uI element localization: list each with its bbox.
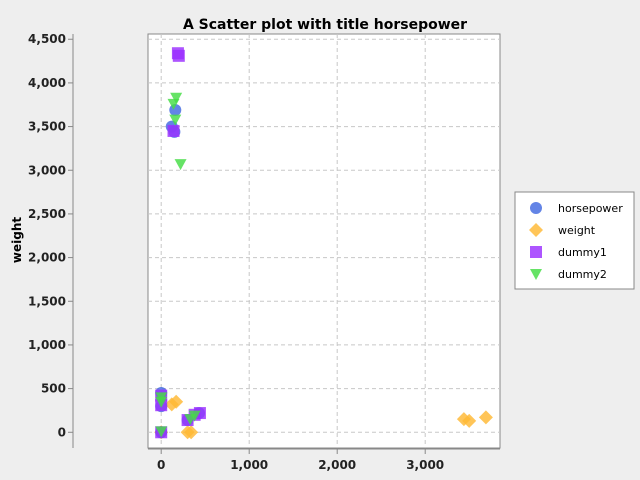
y-tick-label: 1,500 xyxy=(28,294,66,308)
weight-point xyxy=(184,425,199,440)
y-tick-label: 3,000 xyxy=(28,163,66,177)
legend-marker-weight xyxy=(529,223,543,237)
legend-label-horsepower: horsepower xyxy=(558,202,623,215)
axes xyxy=(72,34,500,450)
y-tick-label: 4,500 xyxy=(28,32,66,46)
x-tick-label: 0 xyxy=(157,458,165,472)
dummy2-point xyxy=(169,114,182,126)
y-tick-label: 1,000 xyxy=(28,338,66,352)
y-tick-label: 500 xyxy=(41,382,66,396)
chart-title: A Scatter plot with title horsepower xyxy=(183,17,467,33)
y-tick-label: 4,000 xyxy=(28,76,66,90)
y-tick-label: 3,500 xyxy=(28,120,66,134)
weight-point xyxy=(462,413,477,428)
legend-marker-horsepower xyxy=(530,202,542,214)
legend-label-dummy2: dummy2 xyxy=(558,268,607,281)
dummy2-point xyxy=(155,426,168,438)
dummy2-point xyxy=(167,98,180,110)
y-tick-label: 0 xyxy=(58,425,66,439)
x-tick-label: 3,000 xyxy=(406,458,444,472)
weight-point xyxy=(478,410,493,425)
dummy2-point xyxy=(174,159,187,171)
y-axis-label: weight xyxy=(10,217,24,263)
legend-label-weight: weight xyxy=(558,224,596,237)
dummy2-point xyxy=(155,396,168,408)
plot-area xyxy=(147,33,501,449)
tick-labels: 0 500 1,000 1,500 2,000 2,500 3,000 3,500 4,000 4… xyxy=(28,32,444,472)
legend-marker-dummy2 xyxy=(530,269,542,280)
dummy1-point xyxy=(167,124,180,137)
y-tick-label: 2,500 xyxy=(28,207,66,221)
legend: horsepower weight dummy1 dummy2 xyxy=(514,191,635,290)
dummy1-point xyxy=(172,49,185,62)
legend-label-dummy1: dummy1 xyxy=(558,246,607,259)
weight-point xyxy=(169,394,184,409)
x-tick-label: 2,000 xyxy=(318,458,356,472)
dummy2-point xyxy=(170,92,183,104)
grid-lines xyxy=(148,34,500,448)
series-dummy2 xyxy=(155,92,201,438)
dummy2-point xyxy=(188,410,201,422)
y-tick-label: 2,000 xyxy=(28,251,66,265)
x-tick-label: 1,000 xyxy=(230,458,268,472)
data-points xyxy=(154,47,493,440)
legend-marker-dummy1 xyxy=(530,246,542,258)
